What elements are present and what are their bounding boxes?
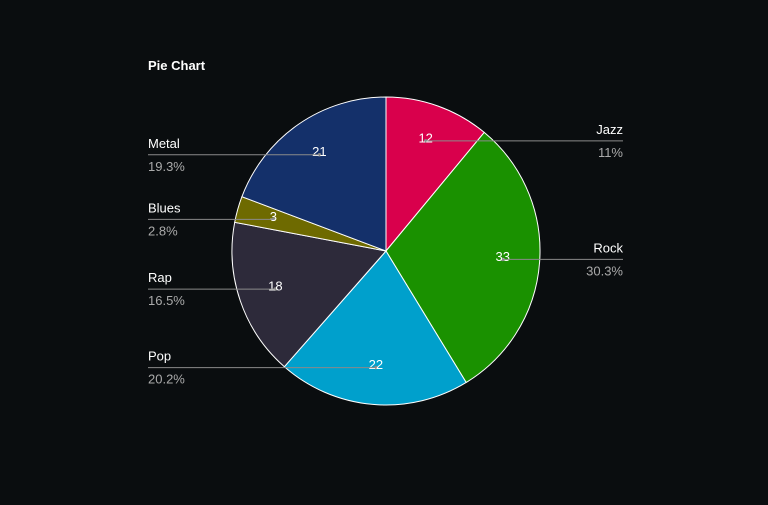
value-label-metal: 21 bbox=[312, 144, 326, 159]
category-label-blues: Blues bbox=[148, 200, 181, 215]
value-label-rap: 18 bbox=[268, 279, 282, 294]
leader-dot-metal bbox=[317, 152, 322, 157]
value-label-pop: 22 bbox=[369, 357, 383, 372]
pie-slice-jazz[interactable] bbox=[385, 96, 485, 253]
pie-slice-metal[interactable] bbox=[241, 96, 387, 252]
value-label-blues: 3 bbox=[270, 209, 277, 224]
percent-label-metal: 19.3% bbox=[148, 159, 185, 174]
value-label-rock: 33 bbox=[496, 249, 510, 264]
pie-slice-pop[interactable] bbox=[283, 250, 467, 406]
category-label-pop: Pop bbox=[148, 349, 171, 364]
percent-label-rock: 30.3% bbox=[586, 263, 623, 278]
percent-label-blues: 2.8% bbox=[148, 223, 178, 238]
value-label-jazz: 12 bbox=[418, 130, 432, 145]
category-label-rap: Rap bbox=[148, 270, 172, 285]
category-label-metal: Metal bbox=[148, 136, 180, 151]
percent-label-jazz: 11% bbox=[598, 145, 623, 160]
percent-label-rap: 16.5% bbox=[148, 293, 185, 308]
pie-slice-rock[interactable] bbox=[385, 131, 541, 384]
labels-layer: 12 Jazz 11% 33 Rock 30.3% 22 Pop 20.2% 18 Rap 16.5%… bbox=[148, 122, 623, 387]
slices-layer bbox=[231, 96, 541, 406]
category-label-jazz: Jazz bbox=[596, 122, 623, 137]
category-label-rock: Rock bbox=[593, 240, 623, 255]
percent-label-pop: 20.2% bbox=[148, 372, 185, 387]
chart-title: Pie Chart bbox=[148, 58, 206, 73]
pie-slice-rap[interactable] bbox=[231, 221, 387, 368]
leader-dot-rap bbox=[273, 287, 278, 291]
